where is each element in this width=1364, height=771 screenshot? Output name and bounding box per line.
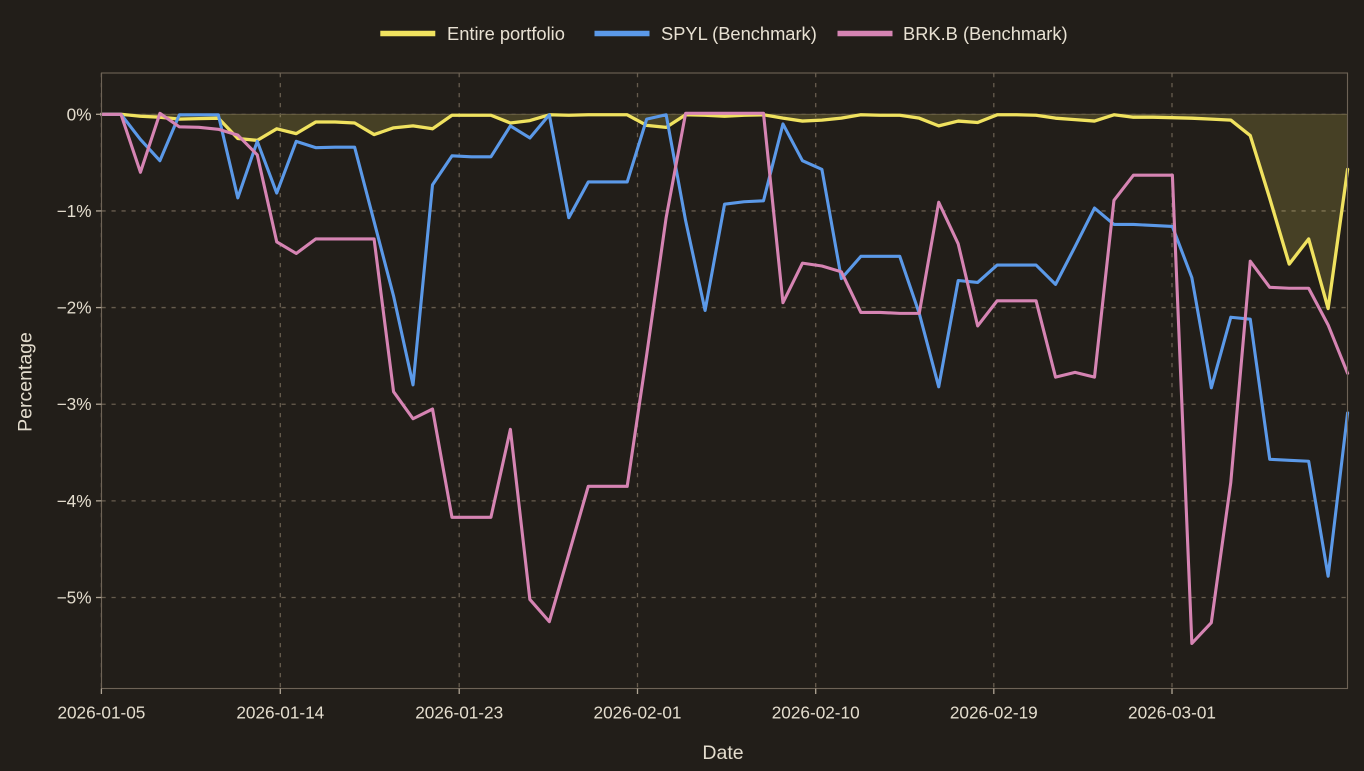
svg-text:−3%: −3% [57,394,92,414]
svg-text:2026-02-19: 2026-02-19 [950,703,1038,723]
svg-text:−4%: −4% [57,491,92,511]
svg-text:2026-01-23: 2026-01-23 [415,703,503,723]
svg-text:−5%: −5% [57,588,92,608]
svg-text:SPYL (Benchmark): SPYL (Benchmark) [661,23,817,44]
svg-text:2026-01-05: 2026-01-05 [57,703,145,723]
svg-text:0%: 0% [67,104,92,124]
svg-text:2026-03-01: 2026-03-01 [1128,703,1216,723]
svg-text:Date: Date [702,742,743,764]
svg-text:2026-02-01: 2026-02-01 [594,703,682,723]
svg-text:2026-01-14: 2026-01-14 [236,703,324,723]
svg-text:−1%: −1% [57,201,92,221]
svg-text:Entire portfolio: Entire portfolio [447,23,565,44]
svg-text:Percentage: Percentage [15,332,37,432]
svg-text:2026-02-10: 2026-02-10 [772,703,860,723]
svg-text:−2%: −2% [57,298,92,318]
svg-text:BRK.B (Benchmark): BRK.B (Benchmark) [903,23,1068,44]
